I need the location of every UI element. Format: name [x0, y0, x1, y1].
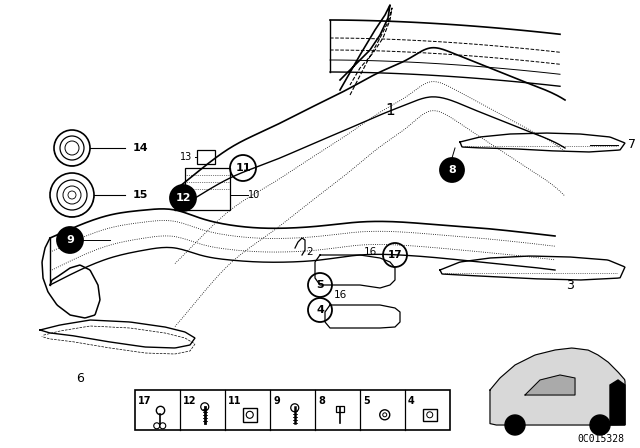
- Text: 1: 1: [385, 103, 395, 117]
- Text: 5: 5: [363, 396, 370, 406]
- Text: 14: 14: [133, 143, 148, 153]
- Bar: [197, 150, 215, 164]
- Circle shape: [590, 415, 610, 435]
- Circle shape: [57, 227, 83, 253]
- Bar: [185, 168, 230, 210]
- Text: 10: 10: [248, 190, 260, 200]
- Text: 7: 7: [628, 138, 636, 151]
- Bar: [336, 406, 344, 412]
- Circle shape: [440, 158, 464, 182]
- Text: 11: 11: [236, 163, 251, 173]
- Text: 3: 3: [566, 279, 574, 292]
- Text: 9: 9: [273, 396, 280, 406]
- Text: 2: 2: [306, 247, 312, 257]
- Text: 4: 4: [408, 396, 415, 406]
- Text: 12: 12: [175, 193, 191, 203]
- Bar: [135, 390, 450, 430]
- Polygon shape: [490, 348, 625, 425]
- Text: 17: 17: [138, 396, 152, 406]
- Text: 0C015328: 0C015328: [577, 434, 624, 444]
- Circle shape: [170, 185, 196, 211]
- Text: 16: 16: [333, 290, 347, 300]
- Bar: [243, 408, 257, 422]
- Text: 15: 15: [133, 190, 148, 200]
- Text: 16: 16: [364, 247, 377, 257]
- Text: 17: 17: [388, 250, 403, 260]
- Text: 4: 4: [316, 305, 324, 315]
- Text: 5: 5: [316, 280, 324, 290]
- Text: 12: 12: [183, 396, 196, 406]
- Text: 6: 6: [76, 371, 84, 384]
- Bar: [423, 409, 436, 421]
- Text: 13: 13: [180, 152, 192, 162]
- Text: 11: 11: [228, 396, 241, 406]
- Text: 8: 8: [448, 165, 456, 175]
- Polygon shape: [610, 380, 625, 425]
- Text: 9: 9: [66, 235, 74, 245]
- Circle shape: [505, 415, 525, 435]
- Text: 8: 8: [318, 396, 325, 406]
- Polygon shape: [525, 375, 575, 395]
